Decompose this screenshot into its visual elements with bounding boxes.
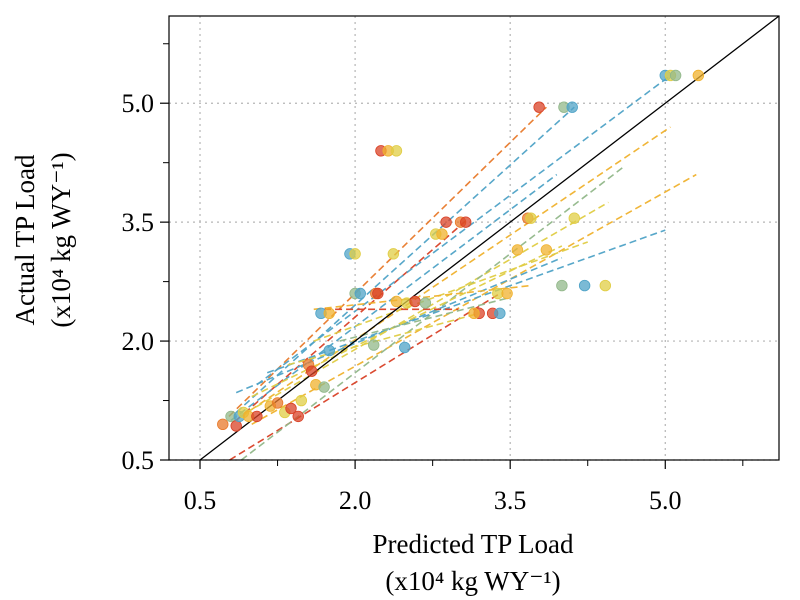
data-point [323, 344, 335, 357]
trend-line [235, 106, 575, 414]
data-point [578, 279, 591, 292]
data-point [460, 216, 472, 228]
data-point [295, 394, 308, 407]
data-points [217, 69, 705, 432]
data-point [271, 397, 284, 409]
y-tick-label: 0.5 [122, 446, 155, 475]
trend-line [313, 241, 589, 342]
data-point [468, 307, 480, 320]
data-point [368, 339, 380, 351]
data-point [566, 101, 578, 113]
data-point [599, 279, 612, 292]
x-tick-label: 0.5 [184, 486, 217, 515]
data-point [354, 287, 366, 300]
y-axis-label-line2: (x10⁴ kg WY⁻¹) [46, 152, 76, 327]
data-point [409, 295, 421, 308]
trend-line [240, 166, 625, 461]
x-tick-label: 3.5 [494, 486, 527, 515]
x-axis-label-line2: (x10⁴ kg WY⁻¹) [385, 566, 560, 596]
data-point [390, 295, 403, 308]
axis-ticks: 0.5 2.0 3.5 5.0 0.5 2.0 3.5 5.0 [122, 43, 744, 515]
data-point [440, 216, 452, 228]
y-tick-label: 3.5 [122, 208, 155, 237]
trend-line [251, 173, 697, 426]
x-tick-label: 2.0 [339, 486, 372, 515]
trend-line [235, 217, 470, 421]
trend-line [256, 74, 671, 386]
data-point [568, 212, 580, 224]
data-point [525, 212, 537, 224]
data-point [292, 410, 304, 423]
y-tick-label: 2.0 [122, 327, 155, 356]
y-tick-label: 5.0 [122, 89, 155, 118]
data-point [305, 365, 318, 377]
trend-line [339, 296, 511, 342]
data-point [436, 228, 448, 240]
one-to-one-reference-line [199, 15, 780, 461]
data-point [419, 297, 432, 309]
data-point [533, 101, 545, 113]
trend-line [229, 292, 501, 461]
data-point [251, 410, 263, 423]
trend-line [240, 126, 671, 418]
grid-lines [169, 16, 779, 461]
data-point [540, 244, 553, 256]
data-point [323, 307, 335, 320]
trend-line [287, 312, 480, 366]
data-point [387, 248, 400, 260]
plot-frame [168, 15, 780, 461]
trend-line [251, 245, 563, 398]
data-point [511, 244, 524, 256]
y-axis-label-line1: Actual TP Load [10, 154, 40, 325]
data-point [669, 69, 682, 82]
data-point [372, 287, 384, 300]
data-point [349, 248, 361, 260]
data-point [692, 69, 705, 82]
x-axis-label-line1: Predicted TP Load [373, 529, 574, 559]
data-point [390, 145, 403, 157]
data-point [285, 402, 297, 415]
trend-lines [228, 74, 697, 461]
data-point [318, 381, 330, 393]
data-point [217, 418, 229, 431]
x-tick-label: 5.0 [649, 486, 682, 515]
data-point [399, 341, 411, 354]
trend-line [228, 106, 547, 417]
data-point [501, 287, 513, 300]
data-point [494, 307, 506, 320]
data-point [556, 279, 568, 292]
data-point [230, 420, 242, 432]
